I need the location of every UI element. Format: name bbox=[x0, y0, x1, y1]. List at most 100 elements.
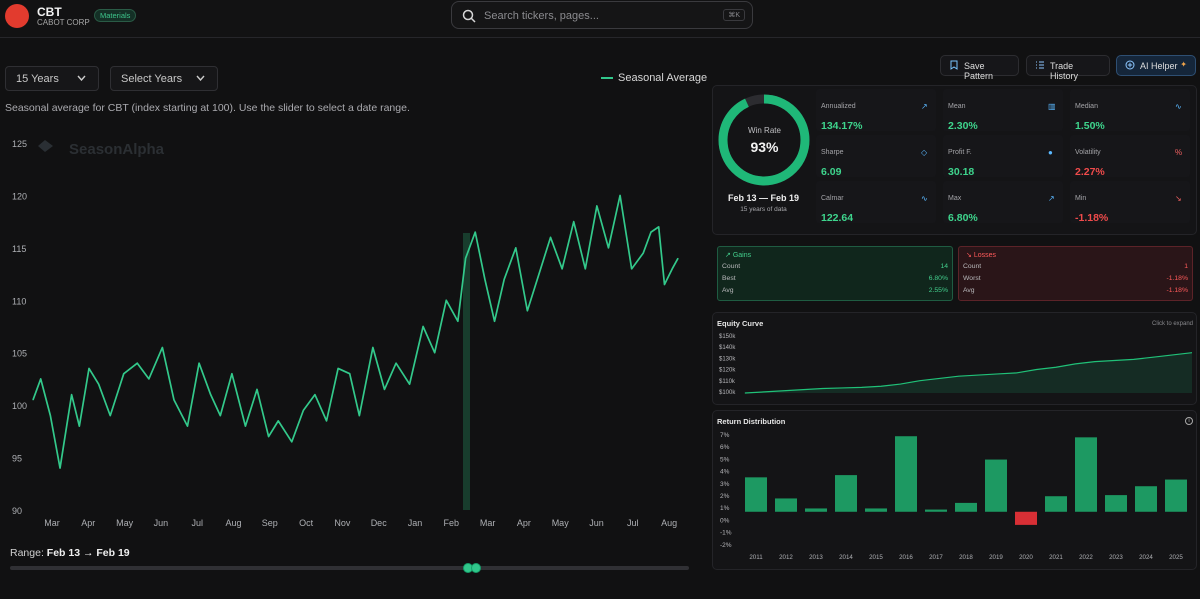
seasonal-data-point bbox=[474, 231, 476, 233]
seasonal-data-point bbox=[326, 420, 327, 422]
seasonal-data-point bbox=[619, 194, 621, 196]
trade-history-label: Trade History bbox=[1050, 61, 1079, 81]
trend-up-icon: ↗ bbox=[725, 252, 731, 259]
metric-card: Annualized 134.17% ↗ bbox=[816, 89, 936, 132]
equity-y-label: $140k bbox=[719, 345, 736, 351]
equity-curve-chart[interactable]: $150k $140k $130k $120k $110k $100k bbox=[717, 330, 1192, 400]
seasonal-data-point bbox=[631, 268, 633, 270]
equity-area bbox=[745, 352, 1192, 393]
losses-card: ↘ Losses Count 1 Worst -1.18% Avg -1.18% bbox=[958, 246, 1193, 301]
seasonal-data-point bbox=[395, 362, 397, 364]
shield-icon: ◇ bbox=[921, 148, 928, 157]
metric-label: Annualized bbox=[821, 103, 856, 110]
seasonal-data-point bbox=[302, 409, 304, 411]
target-icon: ● bbox=[1048, 148, 1053, 157]
return-bar bbox=[985, 459, 1007, 512]
y-tick-label: 95 bbox=[12, 454, 22, 464]
x-tick-label: Mar bbox=[480, 518, 496, 528]
win-rate-label: Win Rate bbox=[748, 126, 781, 135]
search-input[interactable]: Search tickers, pages... ⌘K bbox=[451, 1, 753, 29]
equity-point bbox=[900, 383, 901, 385]
metric-card: Mean 2.30% ▥ bbox=[943, 89, 1063, 132]
return-year-label: 2024 bbox=[1139, 554, 1153, 561]
seasonal-data-point bbox=[503, 278, 505, 280]
seasonal-data-point bbox=[658, 226, 660, 228]
info-icon[interactable]: i bbox=[1185, 417, 1193, 425]
sparkle-icon: ✦ bbox=[1180, 60, 1187, 69]
seasonal-data-point bbox=[457, 320, 459, 322]
return-y-label: 6% bbox=[720, 444, 730, 451]
seasonal-data-point bbox=[40, 378, 42, 380]
equity-point bbox=[977, 374, 979, 376]
stat-value: -1.18% bbox=[1166, 287, 1188, 294]
x-tick-label: Jun bbox=[154, 518, 169, 528]
trade-history-button[interactable]: Trade History bbox=[1026, 55, 1110, 81]
date-range-slider[interactable] bbox=[10, 566, 689, 570]
metric-value: 2.30% bbox=[948, 120, 978, 132]
save-pattern-button[interactable]: Save Pattern bbox=[940, 55, 1019, 81]
search-icon bbox=[462, 9, 476, 23]
seasonal-data-point bbox=[561, 268, 563, 270]
return-distribution-chart[interactable]: 7% 6% 5% 4% 3% 2% 1% 0% -1% -2% 2011 2012 2013 2014 20… bbox=[717, 430, 1192, 565]
metric-label: Mean bbox=[948, 103, 966, 110]
pattern-date-range: Feb 13 — Feb 19 bbox=[727, 193, 800, 203]
return-bar bbox=[745, 477, 767, 512]
x-tick-label: Aug bbox=[225, 518, 241, 528]
metric-value: 6.80% bbox=[948, 212, 978, 224]
ai-helper-icon bbox=[1125, 60, 1135, 70]
seasonal-data-point bbox=[148, 378, 150, 380]
click-to-expand-hint[interactable]: Click to expand bbox=[1152, 321, 1194, 327]
equity-point bbox=[1113, 360, 1115, 361]
equity-point bbox=[1152, 356, 1154, 358]
equity-point bbox=[1133, 359, 1135, 360]
return-year-label: 2014 bbox=[839, 554, 853, 561]
bar-chart-icon: ▥ bbox=[1048, 102, 1056, 111]
seasonal-data-point bbox=[384, 388, 385, 390]
return-bar bbox=[925, 509, 947, 512]
return-y-label: 7% bbox=[720, 432, 730, 439]
seasonal-data-point bbox=[337, 367, 339, 369]
percent-icon: % bbox=[1175, 148, 1183, 157]
equity-point bbox=[1036, 369, 1037, 370]
stat-row: Best 6.80% bbox=[722, 275, 948, 282]
metric-value: -1.18% bbox=[1075, 212, 1109, 224]
return-bar bbox=[775, 498, 797, 512]
seasonal-data-point bbox=[71, 394, 73, 396]
years-dropdown[interactable]: 15 Years bbox=[5, 66, 99, 91]
equity-point bbox=[822, 388, 824, 389]
equity-point bbox=[938, 378, 940, 379]
seasonal-data-point bbox=[173, 399, 175, 401]
ai-helper-button[interactable]: AI Helper ✦ bbox=[1116, 55, 1196, 76]
y-tick-label: 125 bbox=[12, 139, 27, 149]
list-icon bbox=[1036, 61, 1044, 69]
x-tick-label: Apr bbox=[81, 518, 95, 528]
ticker-symbol: CBT bbox=[37, 5, 62, 19]
seasonal-data-point bbox=[434, 352, 436, 354]
x-tick-label: Mar bbox=[44, 518, 60, 528]
watermark-text: SeasonAlpha bbox=[69, 141, 165, 158]
losses-title: ↘ Losses bbox=[966, 251, 996, 259]
chart-description: Seasonal average for CBT (index starting… bbox=[5, 102, 410, 114]
return-year-label: 2016 bbox=[899, 554, 913, 561]
return-distribution-panel bbox=[712, 410, 1197, 570]
seasonal-data-point bbox=[314, 394, 316, 396]
seasonal-line-chart[interactable]: SeasonAlpha 90 95 100 105 110 115 120 125 Mar Apr M… bbox=[0, 128, 702, 533]
range-end-handle[interactable] bbox=[470, 563, 481, 573]
return-bar bbox=[865, 508, 887, 512]
stat-row: Count 1 bbox=[963, 263, 1188, 270]
return-bar bbox=[805, 508, 827, 512]
equity-y-label: $120k bbox=[719, 368, 736, 374]
seasonal-data-point bbox=[219, 415, 221, 417]
seasonal-data-point bbox=[596, 205, 598, 207]
x-tick-label: Oct bbox=[299, 518, 314, 528]
return-y-label: -1% bbox=[720, 530, 732, 537]
select-years-dropdown[interactable]: Select Years bbox=[110, 66, 218, 91]
trend-up-icon: ↗ bbox=[921, 102, 928, 111]
seasonal-data-point bbox=[123, 373, 125, 375]
min-trend-icon: ↘ bbox=[1175, 194, 1182, 203]
years-of-data: 15 years of data bbox=[740, 206, 787, 213]
equity-point bbox=[802, 389, 804, 390]
seasonal-data-point bbox=[256, 388, 258, 390]
equity-point bbox=[958, 375, 960, 377]
metric-label: Median bbox=[1075, 103, 1098, 110]
